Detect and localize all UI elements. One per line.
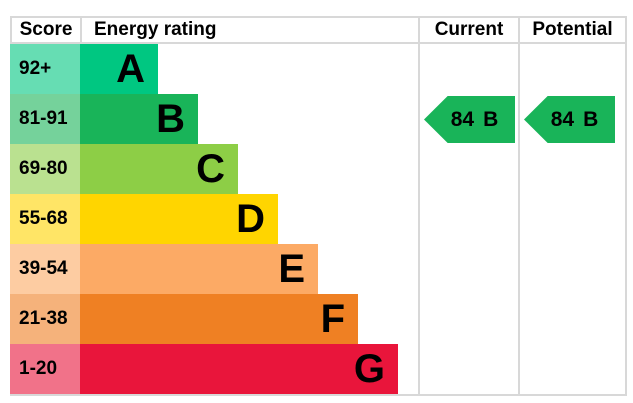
band-bar: D (80, 194, 278, 244)
band-row-f: 21-38 F (10, 294, 627, 344)
band-bar: C (80, 144, 238, 194)
band-bar: E (80, 244, 318, 294)
band-score-range: 39-54 (10, 244, 80, 294)
chart-header-row: Score Energy rating Current Potential (10, 16, 627, 44)
band-bar: B (80, 94, 198, 144)
current-rating-band: B (483, 107, 499, 131)
band-letter: D (236, 197, 265, 241)
band-row-b: 81-91 B (10, 94, 627, 144)
band-letter: B (156, 97, 185, 141)
potential-rating-band: B (583, 107, 599, 131)
band-score-range: 69-80 (10, 144, 80, 194)
band-letter: A (116, 47, 145, 91)
potential-column-divider (518, 44, 520, 394)
score-column-header: Score (10, 18, 80, 42)
band-row-d: 55-68 D (10, 194, 627, 244)
band-row-e: 39-54 E (10, 244, 627, 294)
band-bar: A (80, 44, 158, 94)
energy-rating-column-header: Energy rating (80, 18, 418, 42)
current-column-header: Current (418, 18, 518, 42)
current-column-divider (418, 44, 420, 394)
band-score-range: 92+ (10, 44, 80, 94)
band-bar: F (80, 294, 358, 344)
current-rating-score: 84 (450, 107, 475, 131)
band-score-range: 21-38 (10, 294, 80, 344)
current-rating-arrow: 84 B (424, 96, 515, 143)
band-rows: 92+ A 81-91 B 69-80 C 55-68 D 39-54 E 21… (10, 44, 627, 394)
band-letter: G (353, 347, 385, 391)
band-row-g: 1-20 G (10, 344, 627, 394)
table-right-border (625, 44, 627, 394)
potential-rating-score: 84 (550, 107, 575, 131)
table-bottom-border (10, 394, 627, 396)
potential-column-header: Potential (518, 18, 625, 42)
band-letter: C (196, 147, 225, 191)
band-letter: E (278, 247, 305, 291)
band-row-a: 92+ A (10, 44, 627, 94)
band-score-range: 55-68 (10, 194, 80, 244)
band-row-c: 69-80 C (10, 144, 627, 194)
band-score-range: 1-20 (10, 344, 80, 394)
band-bar: G (80, 344, 398, 394)
band-score-range: 81-91 (10, 94, 80, 144)
band-letter: F (320, 297, 345, 341)
